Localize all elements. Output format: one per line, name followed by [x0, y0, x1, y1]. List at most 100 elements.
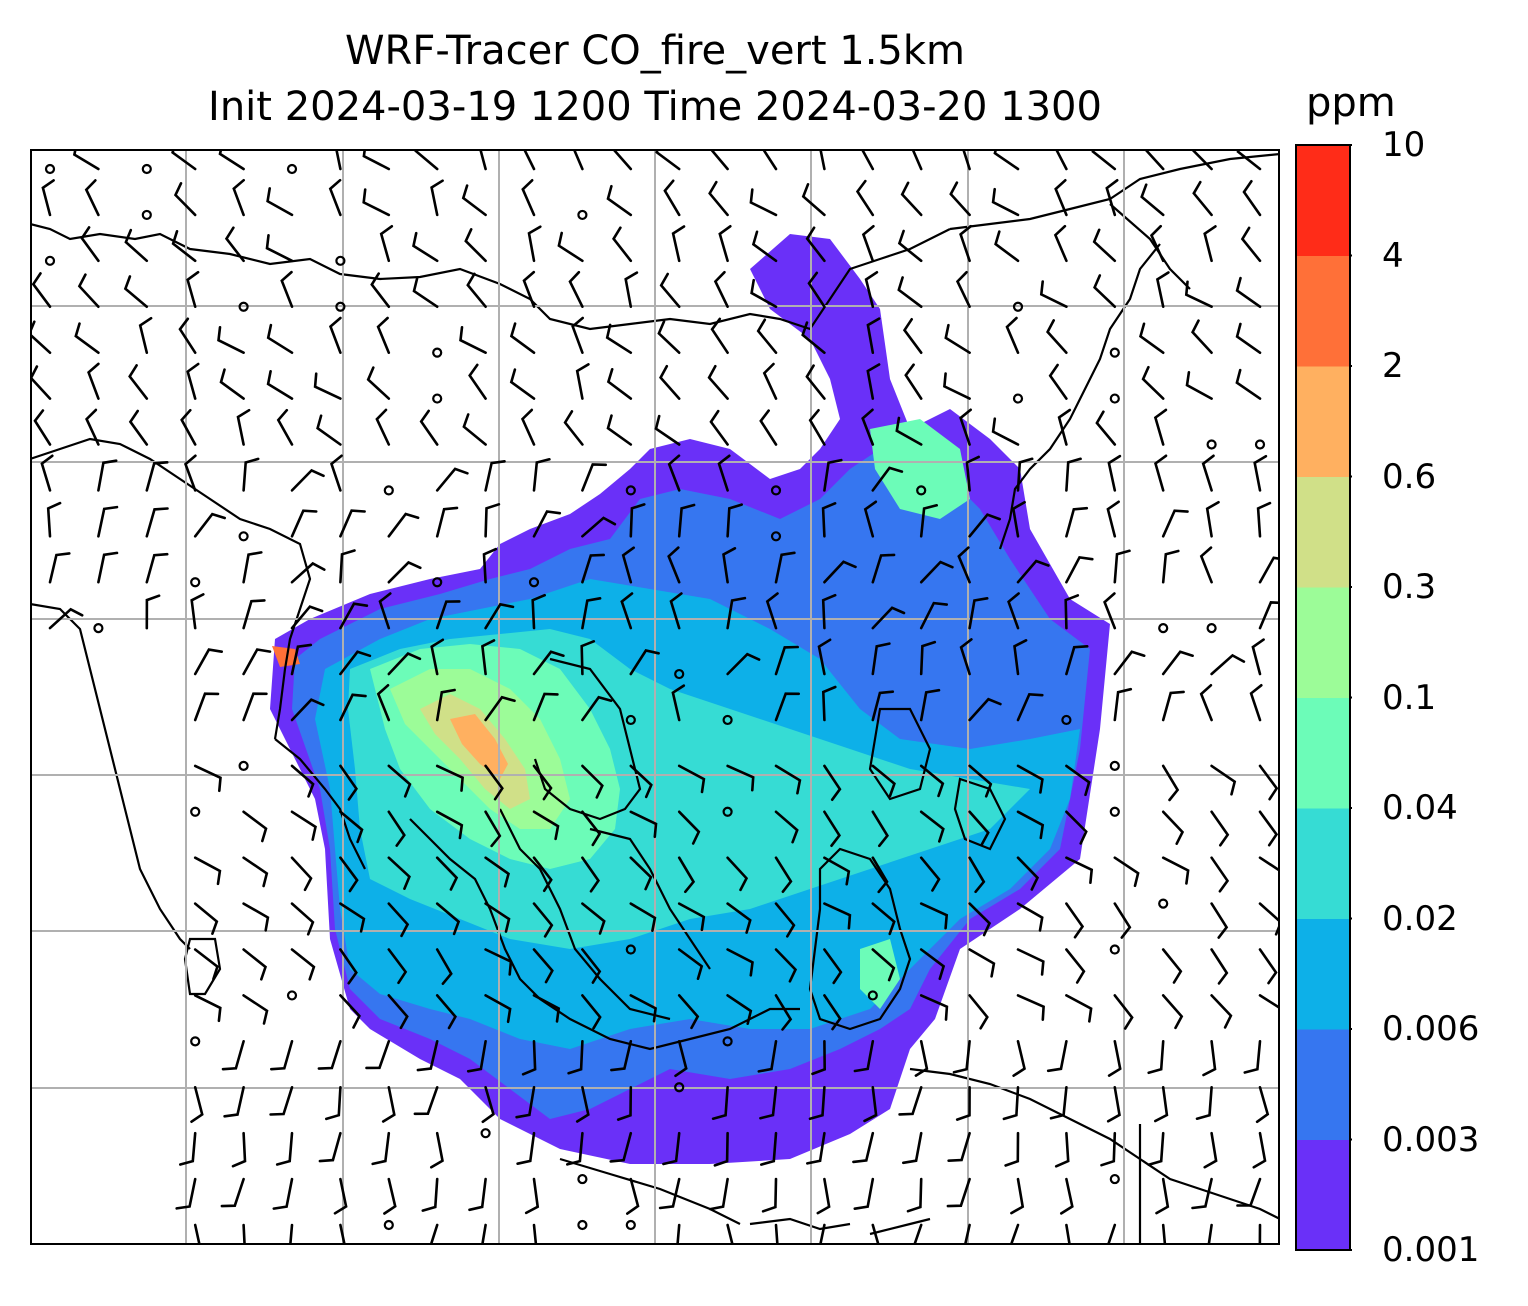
wind-barb: [1002, 1086, 1020, 1121]
wind-barb: [711, 1086, 729, 1120]
wind-barb: [762, 362, 778, 400]
wind-barb: [40, 454, 54, 492]
wind-barb: [435, 467, 469, 492]
wind-barb: [124, 228, 149, 263]
wind-barb: [316, 414, 342, 446]
wind-barb: [866, 363, 881, 400]
wind-barb: [466, 1040, 487, 1073]
wind-barb: [242, 810, 268, 843]
wind-barb: [218, 149, 245, 171]
wind-barb: [1192, 180, 1213, 217]
wind-barb: [871, 948, 896, 982]
wind-barb: [581, 810, 602, 847]
wind-barb: [387, 948, 408, 985]
wind-barb: [1065, 902, 1085, 939]
wind-barb: [750, 278, 778, 308]
wind-barb: [1113, 856, 1140, 888]
wind-barb: [1016, 810, 1045, 840]
wind-barb: [1046, 319, 1068, 354]
wind-barb: [968, 902, 992, 937]
wind-barb: [863, 1086, 878, 1123]
wind-barb: [521, 1040, 537, 1076]
wind-barb: [943, 372, 971, 400]
calm-wind-marker: [1109, 944, 1120, 955]
wind-barb: [1258, 948, 1278, 985]
wind-barb: [290, 509, 318, 538]
wind-barb: [290, 902, 315, 936]
wind-barb: [290, 764, 315, 798]
wind-barb: [1235, 276, 1262, 308]
wind-barb: [674, 1040, 688, 1078]
calm-wind-marker: [1109, 806, 1120, 817]
calm-wind-marker: [335, 255, 346, 266]
wind-barb: [629, 810, 658, 839]
wind-barb: [659, 272, 681, 308]
wind-barb: [1065, 994, 1093, 1023]
wind-barb: [718, 225, 732, 263]
wind-barb: [761, 1177, 778, 1213]
wind-barb: [629, 649, 660, 676]
calm-wind-marker: [867, 990, 878, 1001]
wind-barb: [823, 948, 843, 985]
wind-barb: [726, 902, 752, 934]
wind-barb: [272, 1177, 294, 1210]
wind-barb: [1210, 653, 1246, 676]
calm-wind-marker: [916, 485, 927, 496]
wind-barb: [581, 463, 607, 492]
wind-barb: [726, 994, 753, 1025]
wind-barb: [1065, 856, 1094, 884]
wind-barb: [919, 856, 941, 892]
wind-barb: [1149, 224, 1165, 263]
wind-barb: [866, 317, 881, 354]
wind-barb: [435, 600, 461, 630]
colorbar-tick-label: 0.6: [1382, 456, 1437, 497]
wind-barb: [761, 149, 778, 171]
wind-barb: [709, 1177, 729, 1211]
wind-barb: [1242, 180, 1262, 217]
wind-barb: [1016, 457, 1034, 492]
wind-barb: [1095, 410, 1117, 446]
calm-wind-marker: [286, 990, 298, 1001]
wind-barb: [290, 605, 324, 630]
calm-wind-marker: [190, 577, 201, 588]
wind-barb: [435, 688, 456, 722]
wind-barb: [823, 902, 852, 930]
wind-barb: [339, 856, 359, 893]
calm-wind-marker: [238, 301, 249, 312]
wind-barb: [1210, 764, 1237, 796]
wind-barb: [232, 178, 245, 217]
wind-barb: [1013, 639, 1028, 676]
wind-barb: [1210, 810, 1230, 847]
wind-barb: [655, 149, 681, 171]
wind-barb: [1004, 1131, 1020, 1167]
wind-barb: [1243, 1040, 1262, 1074]
wind-barb: [1092, 228, 1117, 263]
wind-barb: [957, 546, 971, 584]
wind-barb: [387, 560, 422, 584]
wind-barb: [145, 461, 169, 492]
wind-barb: [823, 560, 857, 584]
wind-barb: [190, 593, 205, 630]
calm-wind-marker: [432, 577, 443, 588]
wind-barb: [581, 553, 605, 584]
wind-barb: [1258, 810, 1279, 847]
wind-barb: [959, 408, 972, 446]
wind-barb: [466, 272, 487, 308]
wind-barb: [726, 1223, 734, 1245]
calm-wind-marker: [141, 163, 152, 175]
colorbar: [1295, 144, 1352, 1251]
wind-barb: [612, 226, 633, 263]
wind-barb: [236, 408, 251, 446]
wind-barb: [33, 409, 52, 446]
wind-barb: [919, 994, 949, 1021]
wind-barb: [567, 1040, 584, 1075]
wind-barb: [290, 856, 313, 892]
wind-barb: [610, 1040, 633, 1072]
wind-barb: [861, 224, 875, 263]
wind-barb: [290, 698, 325, 722]
wind-barb: [677, 856, 696, 894]
wind-barb: [193, 648, 223, 676]
wind-barb: [1155, 271, 1170, 308]
wind-barb: [1065, 645, 1089, 676]
wind-barb: [318, 1131, 342, 1163]
